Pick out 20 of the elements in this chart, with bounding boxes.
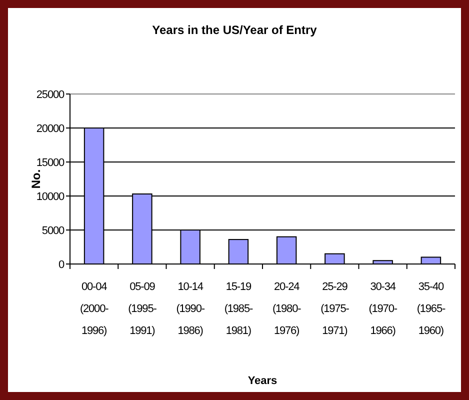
x-tick-label: 25-29 (1975- 1971) [320,281,350,337]
x-tick-label: 20-24 (1980- 1976) [272,281,302,337]
x-tick-label: 00-04 (2000- 1996) [80,281,110,337]
bar [276,236,297,264]
y-tick-label: 0 [58,258,64,271]
x-axis-title: Years [248,375,278,387]
bar [228,239,249,264]
bar [324,253,345,264]
y-axis-title: No. [29,169,43,189]
y-tick-label: 25000 [36,88,64,101]
x-tick-label: 10-14 (1990- 1986) [176,281,206,337]
y-tick-label: 15000 [36,156,64,169]
y-tick-label: 20000 [36,122,64,135]
chart-title: Years in the US/Year of Entry [152,23,318,37]
y-tick-label: 10000 [36,190,64,203]
x-tick-label: 30-34 (1970- 1966) [368,281,398,337]
x-tick-label: 05-09 (1995- 1991) [128,281,158,337]
y-tick-label: 5000 [42,224,64,237]
x-tick-label: 15-19 (1985- 1981) [224,281,254,337]
x-tick-label: 35-40 (1965- 1960) [416,281,446,337]
